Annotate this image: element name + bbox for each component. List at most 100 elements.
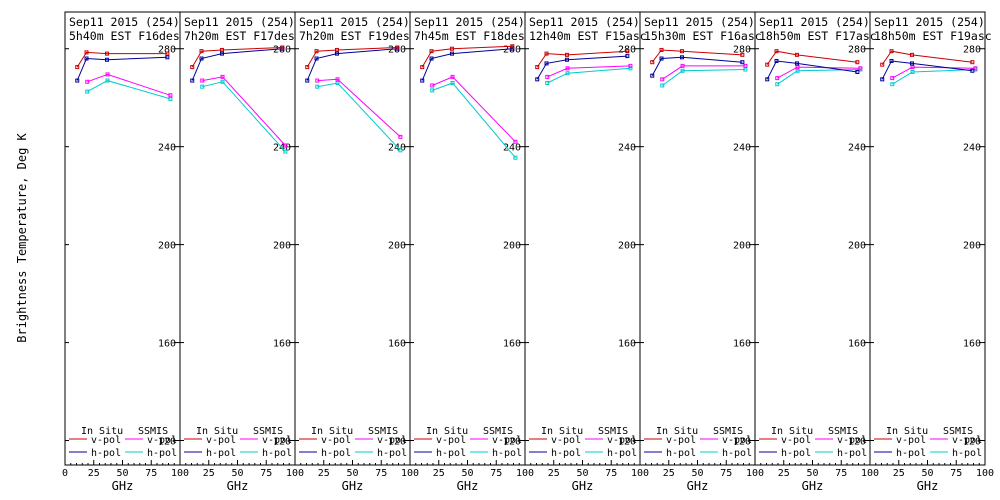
x-axis-label: GHz [802,479,824,493]
point-ssmis-v [973,66,978,71]
point-in-situ-v [650,60,655,65]
point-ssmis-h [628,66,633,71]
point-in-situ-v [564,52,569,57]
point-ssmis-v [680,63,685,68]
point-in-situ-v [395,45,400,50]
point-ssmis-v [283,143,288,148]
y-tick-label: 280 [733,45,751,56]
point-ssmis-h [660,83,665,88]
point-ssmis-h [450,81,455,86]
x-tick-label: 100 [976,468,994,479]
legend-in-situ-hpol-label: h-pol [666,448,696,459]
point-in-situ-v [199,49,204,54]
panel-5: Sep11 2015 (254)12h40m EST F15asc 120 160 2… [524,11,649,493]
x-axis-label: GHz [112,479,134,493]
legend-ssmis-hpol-label: h-pol [607,448,637,459]
y-tick-label: 240 [503,143,521,154]
x-axis-label: GHz [457,479,479,493]
x-tick-label: 50 [116,468,128,479]
legend-in-situ-hpol-label: h-pol [551,448,581,459]
point-in-situ-v [165,51,170,56]
x-tick-label: 50 [461,468,473,479]
x-tick-label: 50 [576,468,588,479]
panel-title-time: 12h40m EST F15asc [529,29,647,43]
y-tick-label: 200 [618,241,636,252]
legend-ssmis-title: SSMIS [138,426,168,437]
legend-in-situ-title: In Situ [771,426,813,437]
x-axis-label: GHz [687,479,709,493]
point-in-situ-h [84,56,89,61]
x-tick-label: 25 [778,468,790,479]
point-ssmis-h [743,67,748,72]
point-ssmis-h [430,88,435,93]
point-ssmis-h [105,78,110,83]
point-ssmis-v [315,78,320,83]
legend-ssmis-hpol-label: h-pol [722,448,752,459]
legend-in-situ-vpol-label: v-pol [896,435,926,446]
x-tick-label: 50 [921,468,933,479]
point-ssmis-h [775,82,780,87]
y-tick-label: 120 [733,437,751,448]
point-in-situ-h [880,77,885,82]
point-in-situ-h [190,78,195,83]
point-ssmis-h [565,71,570,76]
series-line-in-situ-h [306,48,398,81]
series-line-ssmis-h [87,80,171,100]
y-tick-label: 200 [733,241,751,252]
point-in-situ-v [625,49,630,54]
point-in-situ-v [334,47,339,52]
point-in-situ-v [104,51,109,56]
series-line-ssmis-h [892,69,976,85]
y-tick-label: 200 [158,241,176,252]
legend-in-situ-hpol-label: h-pol [91,448,121,459]
x-tick-label: 50 [806,468,818,479]
legend-ssmis-hpol-label: h-pol [147,448,177,459]
point-in-situ-h [774,58,779,63]
y-tick-label: 120 [503,437,521,448]
x-tick-label: 25 [88,468,100,479]
point-ssmis-v [168,93,173,98]
x-tick-label: 75 [490,468,502,479]
point-in-situ-h [314,56,319,61]
point-in-situ-h [305,78,310,83]
point-in-situ-v [909,52,914,57]
series-line-in-situ-h [881,60,973,80]
point-in-situ-h [659,56,664,61]
panel-title-date: Sep11 2015 (254) [874,15,985,29]
point-in-situ-v [449,46,454,51]
panel-title-date: Sep11 2015 (254) [529,15,640,29]
point-ssmis-h [283,149,288,154]
point-in-situ-h [199,56,204,61]
legend-in-situ-hpol-label: h-pol [436,448,466,459]
legend-in-situ-title: In Situ [196,426,238,437]
panel-title-date: Sep11 2015 (254) [299,15,410,29]
legend-ssmis-hpol-label: h-pol [837,448,867,459]
x-axis-label: GHz [572,479,594,493]
point-in-situ-v [659,47,664,52]
x-tick-label: 75 [260,468,272,479]
legend-ssmis-title: SSMIS [253,426,283,437]
point-in-situ-h [75,78,80,83]
series-line-in-situ-v [766,50,858,65]
legend-ssmis-vpol-label: v-pol [952,435,982,446]
y-tick-label: 160 [733,339,751,350]
legend-in-situ-vpol-label: v-pol [666,435,696,446]
legend-in-situ-hpol-label: h-pol [896,448,926,459]
x-tick-label: 50 [346,468,358,479]
point-ssmis-h [680,68,685,73]
point-ssmis-v [220,74,225,79]
point-ssmis-h [890,82,895,87]
point-ssmis-v [85,79,90,84]
legend-ssmis-vpol-label: v-pol [262,435,292,446]
point-in-situ-h [650,73,655,78]
panel-title-time: 15h30m EST F16asc [644,29,762,43]
x-tick-label: 75 [950,468,962,479]
series-line-ssmis-v [892,66,976,79]
legend-in-situ-title: In Situ [541,426,583,437]
x-tick-label: 100 [401,468,419,479]
legend-in-situ-title: In Situ [656,426,698,437]
point-in-situ-h [564,57,569,62]
panel-frame [294,11,411,466]
legend-in-situ-title: In Situ [886,426,928,437]
point-ssmis-h [513,155,518,160]
